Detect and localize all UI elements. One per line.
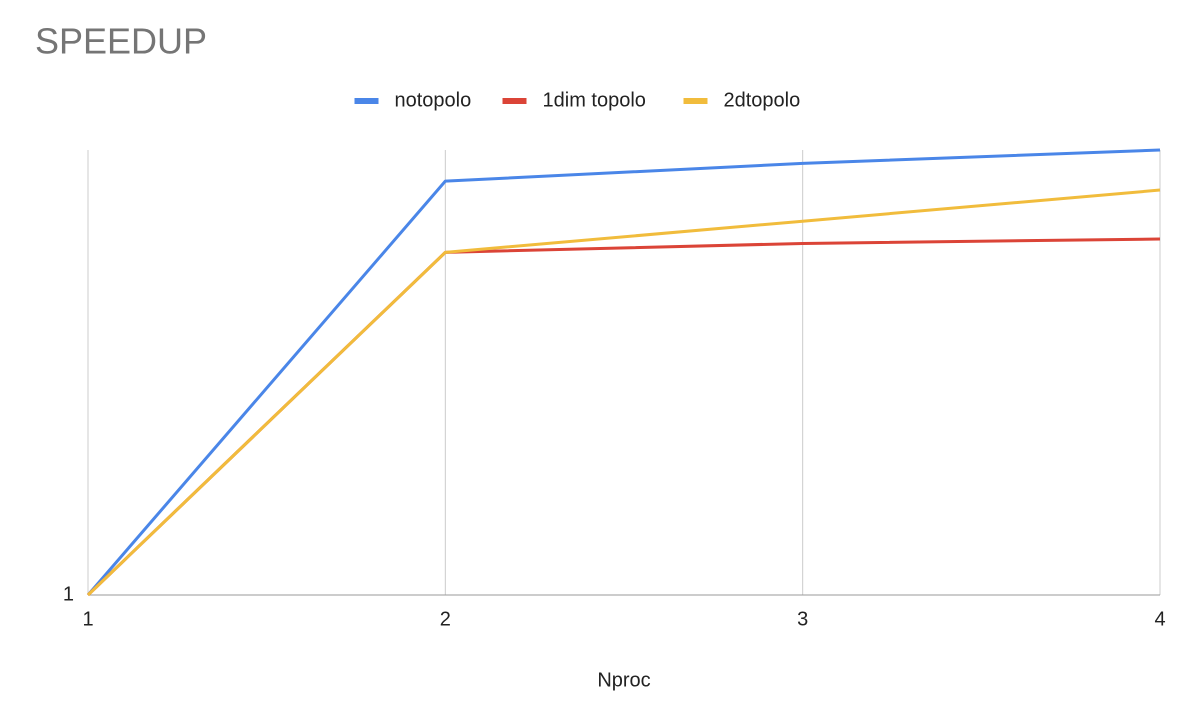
x-tick-label: 2 — [440, 608, 451, 630]
y-tick-label: 1 — [63, 583, 74, 605]
series-line — [86, 188, 1161, 597]
legend-label: notopolo — [395, 89, 472, 111]
x-tick-label: 4 — [1154, 608, 1165, 630]
x-tick-label: 3 — [797, 608, 808, 630]
x-tick-label: 1 — [82, 608, 93, 630]
legend-label: 1dim topolo — [543, 89, 646, 111]
series-line — [86, 148, 1161, 596]
x-axis-label: Nproc — [597, 669, 650, 691]
chart-title: SPEEDUP — [35, 21, 207, 62]
legend-label: 2dtopolo — [724, 89, 801, 111]
